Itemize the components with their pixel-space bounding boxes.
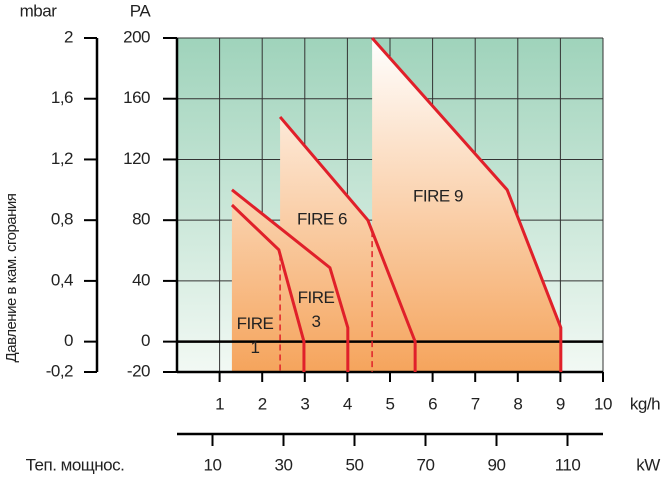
y-tick-label: 40 <box>132 270 150 289</box>
y2-tick-label: 0 <box>64 331 73 350</box>
y2-tick-label: 0,8 <box>51 210 73 229</box>
x2-tick-label: 30 <box>275 455 293 474</box>
series-label: FIRE 9 <box>413 186 463 205</box>
x-tick-label: 9 <box>556 394 565 413</box>
y-tick-label: 160 <box>123 88 150 107</box>
x2-tick-label: 10 <box>204 455 222 474</box>
x-tick-label: 10 <box>594 394 612 413</box>
series-label: FIRE 1 <box>237 314 274 357</box>
series-label: FIRE 3 <box>298 288 335 331</box>
y-unit: PA <box>130 1 152 20</box>
x2-tick-label: 110 <box>555 455 581 474</box>
y-label: Давление в кам. сгорания <box>3 193 20 362</box>
y-tick-label: 200 <box>123 27 150 46</box>
y-tick-label: 0 <box>141 331 150 350</box>
y-tick-label: 80 <box>132 210 150 229</box>
series-line <box>231 188 350 372</box>
y2-tick-label: -0,2 <box>46 361 73 380</box>
y-tick-label: -20 <box>127 361 150 380</box>
x-tick-label: 4 <box>343 394 352 413</box>
x2-unit: kW <box>636 455 660 474</box>
x-tick-label: 1 <box>215 394 224 413</box>
x-tick-label: 5 <box>386 394 395 413</box>
series-line <box>230 203 306 372</box>
x2-tick-label: 90 <box>488 455 506 474</box>
y2-tick-label: 1,2 <box>51 149 73 168</box>
x-tick-label: 6 <box>428 394 437 413</box>
series-line <box>370 37 563 372</box>
y2-tick-label: 0,4 <box>51 270 73 289</box>
series-label: FIRE 6 <box>297 209 347 228</box>
y2-tick-label: 1,6 <box>51 88 73 107</box>
x-unit: kg/h <box>630 394 660 413</box>
y-tick-label: 120 <box>123 149 150 168</box>
x-tick-label: 2 <box>258 394 267 413</box>
x2-tick-label: 50 <box>346 455 364 474</box>
x-tick-label: 8 <box>513 394 522 413</box>
x-tick-label: 7 <box>471 394 480 413</box>
y2-unit: mbar <box>20 1 58 20</box>
y2-tick-label: 2 <box>64 27 73 46</box>
series-line <box>278 115 417 372</box>
area-fill <box>372 38 561 372</box>
x2-label: Теп. мощнос. <box>26 455 125 474</box>
x-tick-label: 3 <box>300 394 309 413</box>
x2-tick-label: 70 <box>417 455 435 474</box>
